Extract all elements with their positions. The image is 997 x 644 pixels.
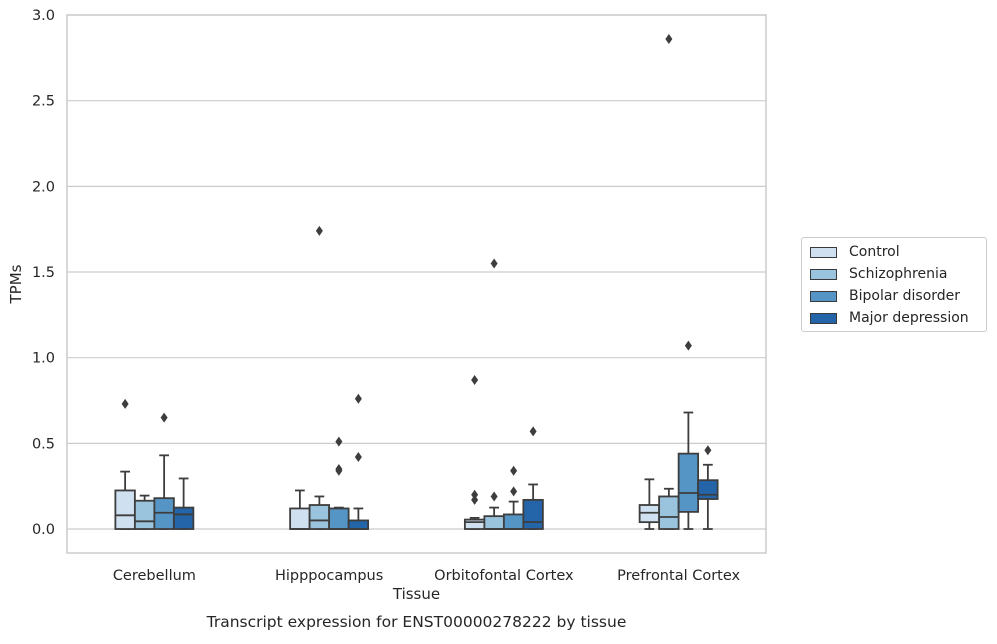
legend-item: Bipolar disorder xyxy=(810,287,960,305)
y-tick-label: 0.5 xyxy=(32,436,55,452)
box-iqr xyxy=(308,504,331,530)
outlier-point xyxy=(684,340,692,351)
x-tick-label: Prefrontal Cortex xyxy=(617,568,740,584)
legend-label: Schizophrenia xyxy=(849,266,948,282)
y-axis-label: TPMs xyxy=(7,264,25,304)
box-iqr xyxy=(502,513,525,530)
outlier-point xyxy=(529,426,537,437)
outlier-point xyxy=(354,452,362,463)
box-0-1 xyxy=(289,489,311,530)
box-2-0 xyxy=(153,412,175,530)
box-3-0 xyxy=(172,477,195,530)
box-1-1 xyxy=(308,225,331,530)
y-tick-label: 0.0 xyxy=(32,522,55,538)
x-axis-label: Tissue xyxy=(392,585,440,603)
box-iqr xyxy=(677,452,700,513)
box-2-1 xyxy=(328,436,350,530)
box-2-3 xyxy=(677,340,700,530)
y-tick-label: 3.0 xyxy=(32,8,55,24)
x-tick-label: Hipppocampus xyxy=(275,568,383,584)
box-1-2 xyxy=(483,258,505,530)
outlier-point xyxy=(315,225,323,236)
outlier-point xyxy=(471,494,479,505)
outlier-point xyxy=(335,465,343,476)
outlier-point xyxy=(121,398,129,409)
box-iqr xyxy=(114,489,136,530)
outlier-point xyxy=(510,486,518,497)
outlier-point xyxy=(490,258,498,269)
box-iqr xyxy=(172,506,195,530)
box-iqr xyxy=(463,518,486,530)
x-tick-label: Orbitofontal Cortex xyxy=(434,568,574,584)
box-1-0 xyxy=(133,494,156,530)
outlier-point xyxy=(160,412,168,423)
outlier-point xyxy=(490,491,498,502)
box-iqr xyxy=(522,498,544,530)
legend-label: Major depression xyxy=(849,310,969,326)
legend-item: Major depression xyxy=(810,309,969,327)
x-tick-label: Cerebellum xyxy=(113,568,196,584)
plot-frame xyxy=(66,14,767,554)
y-tick-label: 1.5 xyxy=(32,265,55,281)
box-0-2 xyxy=(463,374,486,530)
legend-swatch xyxy=(810,268,837,280)
legend-label: Control xyxy=(849,244,900,260)
y-tick-label: 2.5 xyxy=(32,94,55,110)
box-2-2 xyxy=(502,465,525,530)
outlier-point xyxy=(510,465,518,476)
outlier-point xyxy=(471,374,479,385)
box-iqr xyxy=(347,519,370,530)
legend-item: Control xyxy=(810,243,900,261)
outlier-point xyxy=(335,436,343,447)
box-layer xyxy=(114,33,719,530)
legend-swatch xyxy=(810,312,837,324)
legend: Control Schizophrenia Bipolar disorder Majo… xyxy=(801,237,987,332)
outlier-point xyxy=(471,489,479,500)
box-iqr xyxy=(697,479,719,500)
tick-layer: 0.0 0.5 1.0 1.5 2.0 2.5 3.0 Cerebellum Hipppocam… xyxy=(32,8,741,584)
legend-swatch xyxy=(810,290,837,302)
outlier-point xyxy=(704,445,712,456)
box-iqr xyxy=(328,507,350,530)
box-iqr xyxy=(658,495,680,530)
box-iqr xyxy=(289,507,311,530)
legend-label: Bipolar disorder xyxy=(849,288,961,304)
box-3-1 xyxy=(347,393,370,530)
box-0-3 xyxy=(638,478,661,530)
box-3-2 xyxy=(522,426,544,530)
chart-title: Transcript expression for ENST0000027822… xyxy=(206,613,627,631)
grid-layer xyxy=(67,14,766,530)
box-iqr xyxy=(483,515,505,530)
outlier-point xyxy=(354,393,362,404)
legend-item: Schizophrenia xyxy=(810,265,947,283)
outlier-point xyxy=(665,33,673,44)
box-3-3 xyxy=(697,445,719,530)
box-0-0 xyxy=(114,398,136,530)
y-tick-label: 2.0 xyxy=(32,179,55,195)
box-iqr xyxy=(133,499,156,530)
y-tick-label: 1.0 xyxy=(32,351,55,367)
legend-swatch xyxy=(810,246,837,258)
box-1-3 xyxy=(658,33,680,530)
